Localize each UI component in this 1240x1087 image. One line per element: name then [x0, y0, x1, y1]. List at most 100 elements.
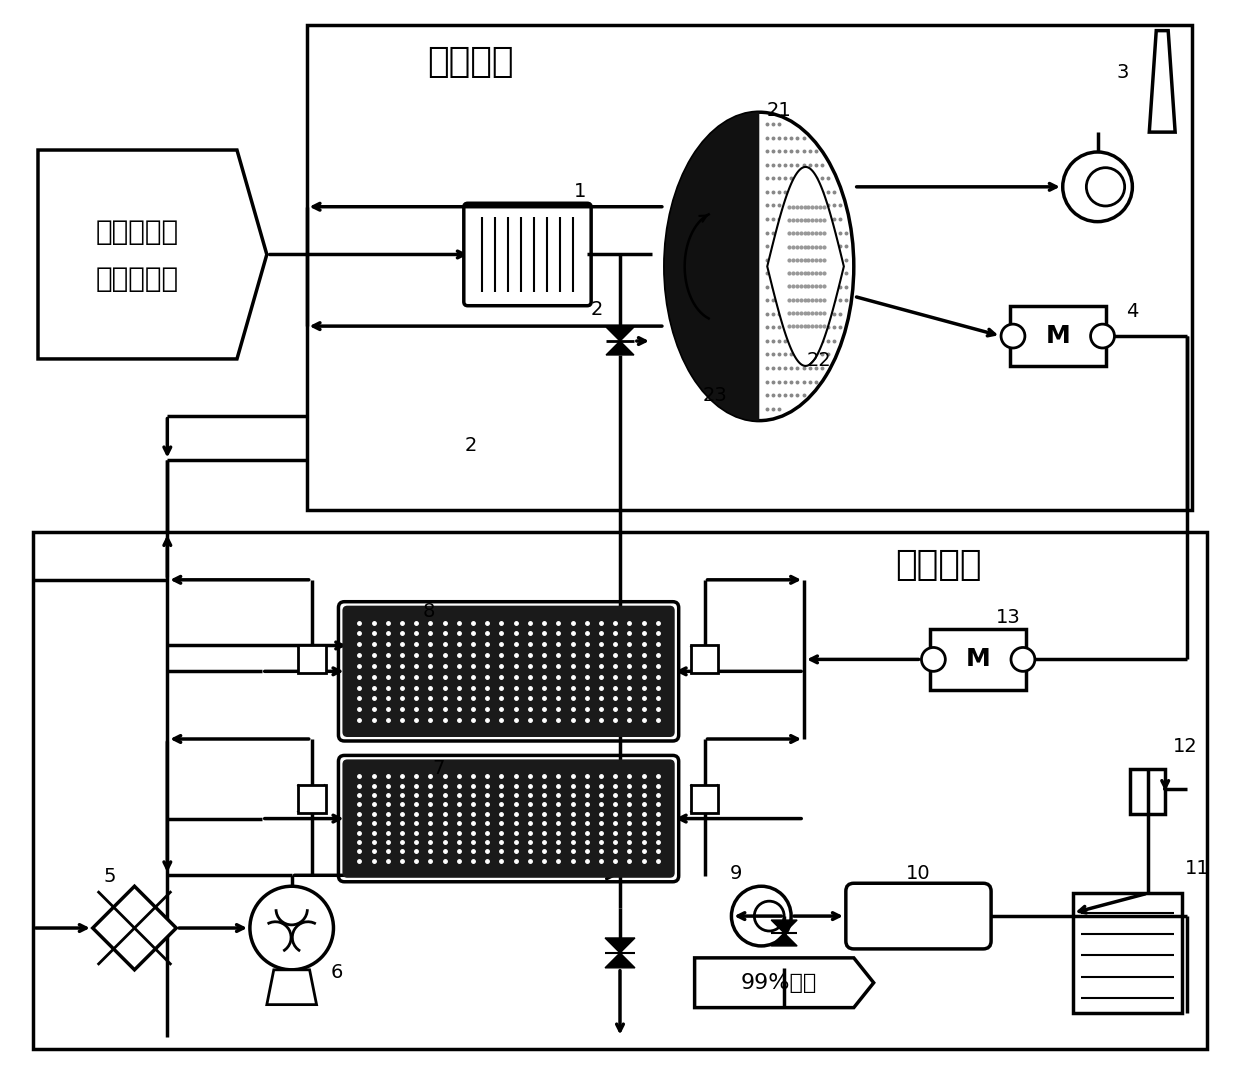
Point [800, 305, 820, 323]
Text: 4: 4 [1126, 302, 1138, 321]
Text: 处理系统: 处理系统 [895, 548, 982, 582]
Circle shape [1011, 648, 1035, 672]
Point [775, 170, 795, 187]
Point [787, 184, 807, 201]
FancyBboxPatch shape [1011, 305, 1106, 366]
Point [758, 224, 777, 241]
Point [794, 318, 813, 336]
Point [800, 210, 820, 227]
Point [775, 278, 795, 296]
Point [818, 237, 838, 254]
Polygon shape [605, 953, 635, 967]
Text: 度有机废气: 度有机废气 [95, 265, 179, 293]
Point [764, 278, 784, 296]
Point [758, 157, 777, 174]
Point [769, 264, 789, 282]
Point [769, 157, 789, 174]
Point [758, 115, 777, 133]
Point [818, 251, 838, 268]
Point [775, 360, 795, 377]
Point [781, 387, 801, 404]
Text: 23: 23 [702, 386, 727, 405]
Polygon shape [38, 150, 267, 359]
Text: 8: 8 [423, 602, 435, 621]
Point [794, 305, 813, 323]
Bar [298, 785, 326, 813]
Point [769, 115, 789, 133]
Point [775, 184, 795, 201]
Point [769, 360, 789, 377]
Point [787, 264, 807, 282]
Point [769, 237, 789, 254]
Point [781, 318, 801, 336]
Point [818, 291, 838, 309]
Point [769, 305, 789, 323]
Point [775, 264, 795, 282]
Point [787, 346, 807, 363]
Point [787, 360, 807, 377]
Polygon shape [605, 938, 635, 953]
Point [800, 318, 820, 336]
Point [823, 224, 843, 241]
Point [781, 264, 801, 282]
Point [775, 129, 795, 147]
Point [787, 373, 807, 390]
Text: 6: 6 [330, 963, 342, 983]
Point [823, 264, 843, 282]
Point [812, 197, 832, 214]
Point [781, 237, 801, 254]
Ellipse shape [665, 112, 854, 421]
Point [769, 197, 789, 214]
Point [758, 373, 777, 390]
Point [806, 237, 826, 254]
Point [806, 184, 826, 201]
Point [800, 142, 820, 160]
Point [836, 237, 856, 254]
Point [812, 224, 832, 241]
Point [758, 360, 777, 377]
Text: 净化系统: 净化系统 [428, 46, 515, 79]
Point [787, 210, 807, 227]
Point [806, 264, 826, 282]
Point [818, 210, 838, 227]
Point [758, 184, 777, 201]
Point [758, 400, 777, 417]
Point [769, 170, 789, 187]
Point [812, 184, 832, 201]
Point [781, 157, 801, 174]
Point [781, 360, 801, 377]
Point [794, 142, 813, 160]
Point [806, 197, 826, 214]
Point [823, 305, 843, 323]
Point [769, 184, 789, 201]
Point [775, 197, 795, 214]
Point [806, 291, 826, 309]
Point [781, 210, 801, 227]
FancyBboxPatch shape [339, 602, 678, 741]
Polygon shape [1149, 30, 1176, 133]
Point [794, 346, 813, 363]
Point [758, 264, 777, 282]
Point [794, 360, 813, 377]
Point [769, 129, 789, 147]
Point [758, 129, 777, 147]
Text: 11: 11 [1184, 859, 1209, 878]
Point [787, 237, 807, 254]
Point [769, 224, 789, 241]
Point [764, 184, 784, 201]
Bar [691, 646, 718, 673]
Point [800, 157, 820, 174]
Text: 10: 10 [906, 864, 931, 883]
Point [794, 157, 813, 174]
Point [823, 291, 843, 309]
Point [781, 346, 801, 363]
Point [775, 291, 795, 309]
Bar [33, 532, 1207, 1049]
Point [764, 318, 784, 336]
Point [800, 170, 820, 187]
Point [769, 278, 789, 296]
Point [794, 197, 813, 214]
Point [758, 346, 777, 363]
Point [830, 318, 849, 336]
Point [787, 305, 807, 323]
